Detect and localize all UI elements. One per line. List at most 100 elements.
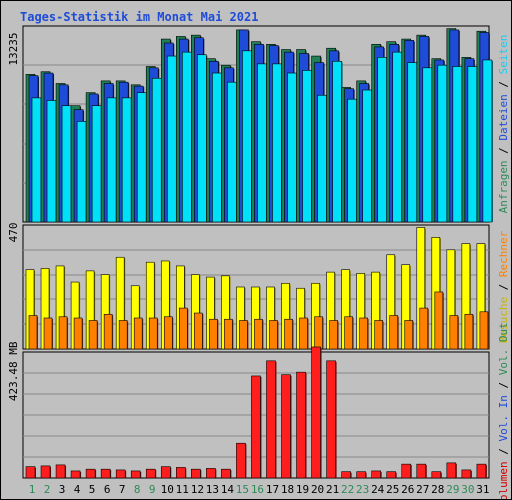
bar-bottom-volumen-day-27 bbox=[416, 463, 427, 479]
x-tick-label-day-13: 13 bbox=[206, 483, 219, 496]
bar-middle-rechner-day-22 bbox=[344, 316, 353, 350]
bar-middle-rechner-day-19 bbox=[299, 317, 308, 350]
bar-top-seiten-day-23 bbox=[362, 89, 372, 223]
bar-top-seiten-day-15 bbox=[242, 50, 252, 223]
x-tick-label-day-29: 29 bbox=[446, 483, 459, 496]
bar-top-seiten-day-8 bbox=[136, 92, 147, 223]
bar-middle-rechner-day-27 bbox=[419, 307, 429, 350]
bar-middle-rechner-day-23 bbox=[359, 317, 368, 350]
bar-middle-rechner-day-30 bbox=[464, 313, 474, 350]
legend-separator: / bbox=[497, 441, 510, 461]
x-tick-label-day-2: 2 bbox=[44, 483, 51, 496]
x-tick-label-day-17: 17 bbox=[266, 483, 279, 496]
bar-bottom-volumen-day-19 bbox=[296, 371, 306, 479]
bar-top-seiten-day-16 bbox=[257, 63, 267, 223]
x-tick-label-day-6: 6 bbox=[104, 483, 111, 496]
x-tick-label-day-5: 5 bbox=[89, 483, 96, 496]
x-tick-label-day-16: 16 bbox=[251, 483, 264, 496]
bar-top-seiten-day-2 bbox=[46, 100, 57, 223]
bar-middle-rechner-day-6 bbox=[103, 313, 113, 350]
bar-bottom-volumen-day-22 bbox=[341, 471, 351, 479]
bar-bottom-volumen-day-18 bbox=[281, 374, 291, 479]
legend-entry-seiten: Seiten bbox=[497, 35, 510, 75]
bar-middle-rechner-day-15 bbox=[239, 320, 248, 350]
x-tick-label-day-3: 3 bbox=[59, 483, 66, 496]
legend-entry-vol-in: Vol. In bbox=[497, 395, 510, 441]
bar-bottom-volumen-day-8 bbox=[130, 470, 141, 479]
x-tick-label-day-14: 14 bbox=[221, 483, 235, 496]
bar-bottom-volumen-day-24 bbox=[371, 470, 381, 479]
bar-middle-rechner-day-10 bbox=[163, 316, 173, 350]
legend-entry-anfragen: Anfragen bbox=[497, 160, 510, 213]
bar-top-seiten-day-22 bbox=[347, 98, 357, 223]
legend-entry-rechner: Rechner bbox=[497, 230, 510, 277]
bar-middle-rechner-day-4 bbox=[73, 317, 83, 350]
legend-entry-vol-out: Vol. Out bbox=[497, 322, 510, 375]
bar-top-seiten-day-26 bbox=[407, 62, 418, 223]
x-tick-label-day-11: 11 bbox=[176, 483, 189, 496]
bar-bottom-volumen-day-2 bbox=[40, 465, 51, 479]
bar-middle-rechner-day-20 bbox=[314, 316, 323, 350]
x-tick-label-day-22: 22 bbox=[341, 483, 354, 496]
bar-bottom-volumen-day-31 bbox=[476, 463, 487, 479]
x-tick-label-day-21: 21 bbox=[326, 483, 339, 496]
x-tick-label-day-18: 18 bbox=[281, 483, 294, 496]
bar-top-seiten-day-28 bbox=[437, 64, 448, 223]
x-tick-label-day-23: 23 bbox=[356, 483, 369, 496]
bar-top-seiten-day-20 bbox=[317, 94, 327, 223]
x-tick-label-day-27: 27 bbox=[416, 483, 429, 496]
x-tick-label-day-24: 24 bbox=[371, 483, 385, 496]
bar-bottom-volumen-day-28 bbox=[431, 471, 442, 479]
bar-top-seiten-day-5 bbox=[91, 105, 102, 223]
bar-middle-rechner-day-31 bbox=[479, 311, 489, 350]
bar-middle-rechner-day-2 bbox=[43, 317, 53, 350]
x-tick-label-day-31: 31 bbox=[476, 483, 489, 496]
bar-top-seiten-day-9 bbox=[151, 77, 162, 223]
bar-bottom-volumen-day-15 bbox=[236, 442, 246, 479]
y-tick-label-bottom: 423.48 MB bbox=[7, 341, 20, 401]
bar-top-seiten-day-24 bbox=[377, 57, 387, 223]
x-tick-label-day-26: 26 bbox=[401, 483, 414, 496]
bar-bottom-volumen-day-23 bbox=[356, 471, 366, 479]
bar-bottom-volumen-day-29 bbox=[446, 462, 457, 479]
bar-middle-rechner-day-21 bbox=[329, 320, 338, 350]
bar-middle-rechner-day-24 bbox=[374, 320, 383, 350]
legend-entry-dateien: Dateien bbox=[497, 94, 510, 140]
bar-middle-rechner-day-12 bbox=[194, 312, 203, 350]
bar-top-seiten-day-25 bbox=[392, 51, 403, 223]
bar-top-seiten-day-18 bbox=[287, 72, 297, 223]
bar-bottom-volumen-day-20 bbox=[311, 346, 321, 479]
bar-middle-rechner-day-11 bbox=[179, 307, 188, 350]
bar-top-seiten-day-7 bbox=[121, 97, 132, 223]
legend-middle: Besuche / Rechner bbox=[497, 230, 510, 343]
bar-top-seiten-day-1 bbox=[31, 97, 42, 223]
bar-top-seiten-day-10 bbox=[166, 55, 177, 223]
bar-top-seiten-day-6 bbox=[106, 97, 117, 223]
bar-middle-rechner-day-26 bbox=[404, 320, 414, 350]
legend-entry-besuche: Besuche bbox=[497, 297, 510, 343]
bar-top-seiten-day-19 bbox=[302, 70, 312, 223]
bar-bottom-volumen-day-7 bbox=[115, 469, 126, 479]
legend-separator: / bbox=[497, 141, 510, 161]
x-tick-label-day-20: 20 bbox=[311, 483, 324, 496]
bar-middle-rechner-day-14 bbox=[224, 318, 233, 350]
legend-separator: / bbox=[497, 74, 510, 94]
bar-bottom-volumen-day-16 bbox=[251, 375, 261, 479]
bar-top-seiten-day-17 bbox=[272, 63, 282, 223]
bar-middle-rechner-day-8 bbox=[133, 317, 143, 350]
x-tick-label-day-9: 9 bbox=[149, 483, 156, 496]
x-tick-label-day-15: 15 bbox=[236, 483, 249, 496]
bar-bottom-volumen-day-3 bbox=[55, 464, 66, 479]
bar-bottom-volumen-day-6 bbox=[100, 468, 111, 479]
x-tick-label-day-19: 19 bbox=[296, 483, 309, 496]
bar-middle-rechner-day-7 bbox=[118, 320, 128, 350]
bar-bottom-volumen-day-4 bbox=[70, 470, 81, 479]
bar-top-seiten-day-11 bbox=[182, 51, 192, 223]
bar-middle-rechner-day-13 bbox=[209, 318, 218, 350]
bar-middle-rechner-day-18 bbox=[284, 318, 293, 350]
x-tick-label-day-10: 10 bbox=[161, 483, 174, 496]
bar-middle-rechner-day-1 bbox=[28, 315, 38, 350]
bar-top-seiten-day-30 bbox=[467, 66, 478, 223]
bar-bottom-volumen-day-9 bbox=[145, 468, 156, 479]
